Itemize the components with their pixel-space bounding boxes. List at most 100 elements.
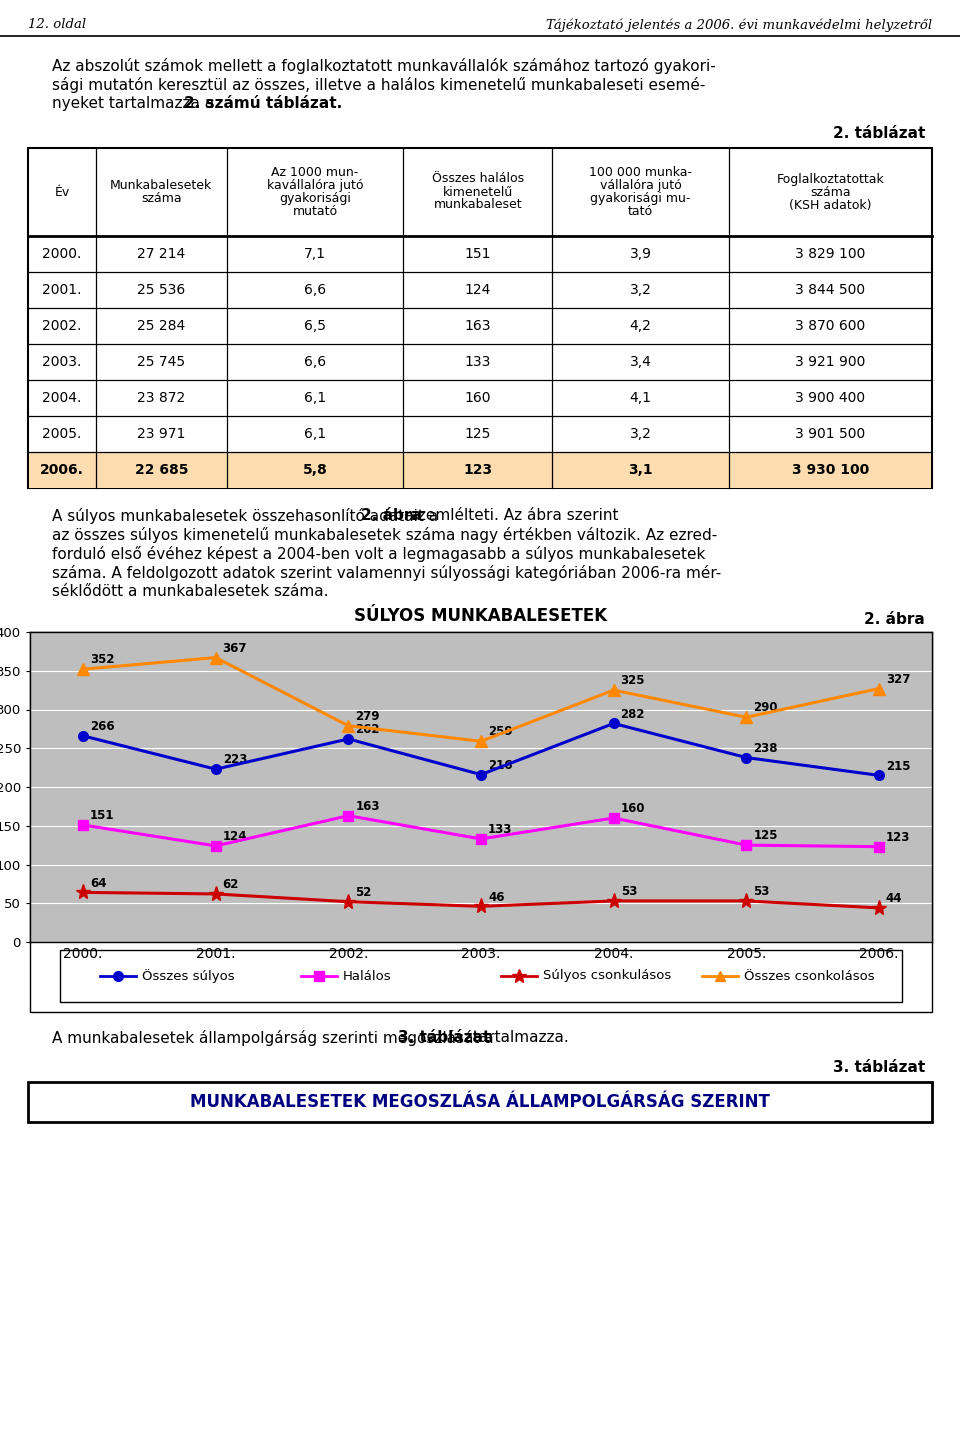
Text: 7,1: 7,1 bbox=[304, 247, 326, 260]
Text: száma: száma bbox=[810, 185, 851, 198]
Text: Foglalkoztatottak: Foglalkoztatottak bbox=[777, 172, 884, 185]
Text: munkabaleset: munkabaleset bbox=[433, 198, 522, 211]
Text: 22 685: 22 685 bbox=[134, 463, 188, 477]
Text: 5,8: 5,8 bbox=[302, 463, 327, 477]
Text: sági mutatón keresztül az összes, illetve a halálos kimenetelű munkabaleseti ese: sági mutatón keresztül az összes, illetv… bbox=[52, 77, 706, 93]
Text: 2. ábra: 2. ábra bbox=[864, 612, 925, 628]
Text: 279: 279 bbox=[355, 710, 380, 723]
Text: 215: 215 bbox=[886, 759, 910, 772]
Text: 100 000 munka-: 100 000 munka- bbox=[588, 166, 692, 179]
Text: 2004.: 2004. bbox=[42, 390, 82, 405]
Text: 6,5: 6,5 bbox=[304, 320, 326, 333]
Text: gyakorisági mu-: gyakorisági mu- bbox=[590, 192, 690, 205]
Text: 2005.: 2005. bbox=[42, 427, 82, 441]
Text: 12. oldal: 12. oldal bbox=[28, 17, 86, 30]
Text: 160: 160 bbox=[465, 390, 491, 405]
Text: Halálos: Halálos bbox=[343, 969, 391, 982]
Text: 62: 62 bbox=[223, 878, 239, 891]
Text: A munkabalesetek állampolgárság szerinti megoszlását a: A munkabalesetek állampolgárság szerinti… bbox=[52, 1030, 498, 1045]
Text: 3,9: 3,9 bbox=[630, 247, 652, 260]
Text: 3 829 100: 3 829 100 bbox=[795, 247, 866, 260]
Text: 290: 290 bbox=[754, 701, 778, 714]
Text: kavállalóra jutó: kavállalóra jutó bbox=[267, 179, 363, 192]
Bar bbox=[28, 147, 932, 487]
Text: 2001.: 2001. bbox=[42, 283, 82, 296]
Text: 133: 133 bbox=[465, 356, 491, 369]
Text: 151: 151 bbox=[465, 247, 491, 260]
Text: séklődött a munkabalesetek száma.: séklődött a munkabalesetek száma. bbox=[52, 584, 328, 599]
Text: 53: 53 bbox=[754, 885, 770, 898]
Text: Összes halálos: Összes halálos bbox=[432, 172, 524, 185]
Text: 3 901 500: 3 901 500 bbox=[795, 427, 865, 441]
Text: 6,1: 6,1 bbox=[304, 390, 326, 405]
Text: 123: 123 bbox=[463, 463, 492, 477]
Text: 3,2: 3,2 bbox=[630, 283, 652, 296]
Text: 25 745: 25 745 bbox=[137, 356, 185, 369]
Text: 163: 163 bbox=[355, 800, 380, 813]
Text: száma: száma bbox=[141, 192, 181, 205]
Text: 3,1: 3,1 bbox=[628, 463, 653, 477]
Bar bbox=[60, 950, 902, 1002]
Text: 3 870 600: 3 870 600 bbox=[795, 320, 865, 333]
Text: 2. táblázat: 2. táblázat bbox=[832, 126, 925, 142]
Text: vállalóra jutó: vállalóra jutó bbox=[600, 179, 682, 192]
Text: 124: 124 bbox=[465, 283, 491, 296]
Text: 3 844 500: 3 844 500 bbox=[795, 283, 865, 296]
Text: mutató: mutató bbox=[293, 205, 338, 218]
Title: SÚLYOS MUNKABALESETEK: SÚLYOS MUNKABALESETEK bbox=[354, 607, 608, 625]
Text: 3. táblázat: 3. táblázat bbox=[832, 1060, 925, 1074]
Text: száma. A feldolgozott adatok szerint valamennyi súlyossági kategóriában 2006-ra : száma. A feldolgozott adatok szerint val… bbox=[52, 565, 721, 581]
Text: 123: 123 bbox=[886, 831, 910, 844]
Bar bbox=[30, 632, 932, 1012]
Text: 6,1: 6,1 bbox=[304, 427, 326, 441]
Text: 124: 124 bbox=[223, 830, 247, 843]
Text: 163: 163 bbox=[465, 320, 491, 333]
Text: 223: 223 bbox=[223, 753, 247, 766]
Text: tartalmazza.: tartalmazza. bbox=[468, 1030, 568, 1045]
Text: 25 536: 25 536 bbox=[137, 283, 185, 296]
Text: 133: 133 bbox=[488, 823, 513, 836]
Text: 3,4: 3,4 bbox=[630, 356, 652, 369]
Text: 352: 352 bbox=[90, 654, 114, 667]
Text: 151: 151 bbox=[90, 810, 114, 823]
Text: forduló első évéhez képest a 2004-ben volt a legmagasabb a súlyos munkabalesetek: forduló első évéhez képest a 2004-ben vo… bbox=[52, 547, 706, 562]
Text: 2003.: 2003. bbox=[42, 356, 82, 369]
Text: MUNKABALESETEK MEGOSZLÁSA ÁLLAMPOLGÁRSÁG SZERINT: MUNKABALESETEK MEGOSZLÁSA ÁLLAMPOLGÁRSÁG… bbox=[190, 1093, 770, 1111]
Text: 27 214: 27 214 bbox=[137, 247, 185, 260]
Text: 3 921 900: 3 921 900 bbox=[795, 356, 866, 369]
Bar bbox=[28, 1082, 932, 1122]
Text: 2002.: 2002. bbox=[42, 320, 82, 333]
Text: 325: 325 bbox=[620, 674, 645, 687]
Text: Súlyos csonkulásos: Súlyos csonkulásos bbox=[543, 969, 671, 982]
Text: 327: 327 bbox=[886, 672, 910, 685]
Text: 25 284: 25 284 bbox=[137, 320, 185, 333]
Text: 125: 125 bbox=[754, 830, 778, 843]
Text: 262: 262 bbox=[355, 723, 380, 736]
Text: 64: 64 bbox=[90, 876, 107, 889]
Text: Az abszolút számok mellett a foglalkoztatott munkavállalók számához tartozó gyak: Az abszolút számok mellett a foglalkozta… bbox=[52, 58, 716, 74]
Text: 6,6: 6,6 bbox=[304, 356, 326, 369]
Text: tató: tató bbox=[628, 205, 653, 218]
Text: 3 930 100: 3 930 100 bbox=[792, 463, 869, 477]
Text: 216: 216 bbox=[488, 759, 513, 772]
Text: 259: 259 bbox=[488, 726, 513, 739]
Text: (KSH adatok): (KSH adatok) bbox=[789, 198, 872, 211]
Text: nyeket tartalmazza a: nyeket tartalmazza a bbox=[52, 95, 219, 111]
Text: 46: 46 bbox=[488, 891, 504, 904]
Text: 125: 125 bbox=[465, 427, 491, 441]
Text: 2000.: 2000. bbox=[42, 247, 82, 260]
Text: 367: 367 bbox=[223, 642, 247, 655]
Text: 4,1: 4,1 bbox=[630, 390, 652, 405]
Text: 3 900 400: 3 900 400 bbox=[795, 390, 865, 405]
Text: 238: 238 bbox=[754, 742, 778, 755]
Text: Munkabalesetek: Munkabalesetek bbox=[110, 179, 212, 192]
Text: Összes csonkolásos: Összes csonkolásos bbox=[744, 969, 875, 982]
Text: Év: Év bbox=[55, 185, 69, 198]
Text: Tájékoztató jelentés a 2006. évi munkavédelmi helyzetről: Tájékoztató jelentés a 2006. évi munkavé… bbox=[546, 17, 932, 32]
Text: 2. számú táblázat.: 2. számú táblázat. bbox=[184, 95, 343, 111]
Text: A súlyos munkabalesetek összehasonlító adatait a: A súlyos munkabalesetek összehasonlító a… bbox=[52, 508, 443, 523]
Text: 3,2: 3,2 bbox=[630, 427, 652, 441]
Text: 266: 266 bbox=[90, 720, 114, 733]
Text: Összes súlyos: Összes súlyos bbox=[142, 969, 234, 983]
Text: 4,2: 4,2 bbox=[630, 320, 652, 333]
